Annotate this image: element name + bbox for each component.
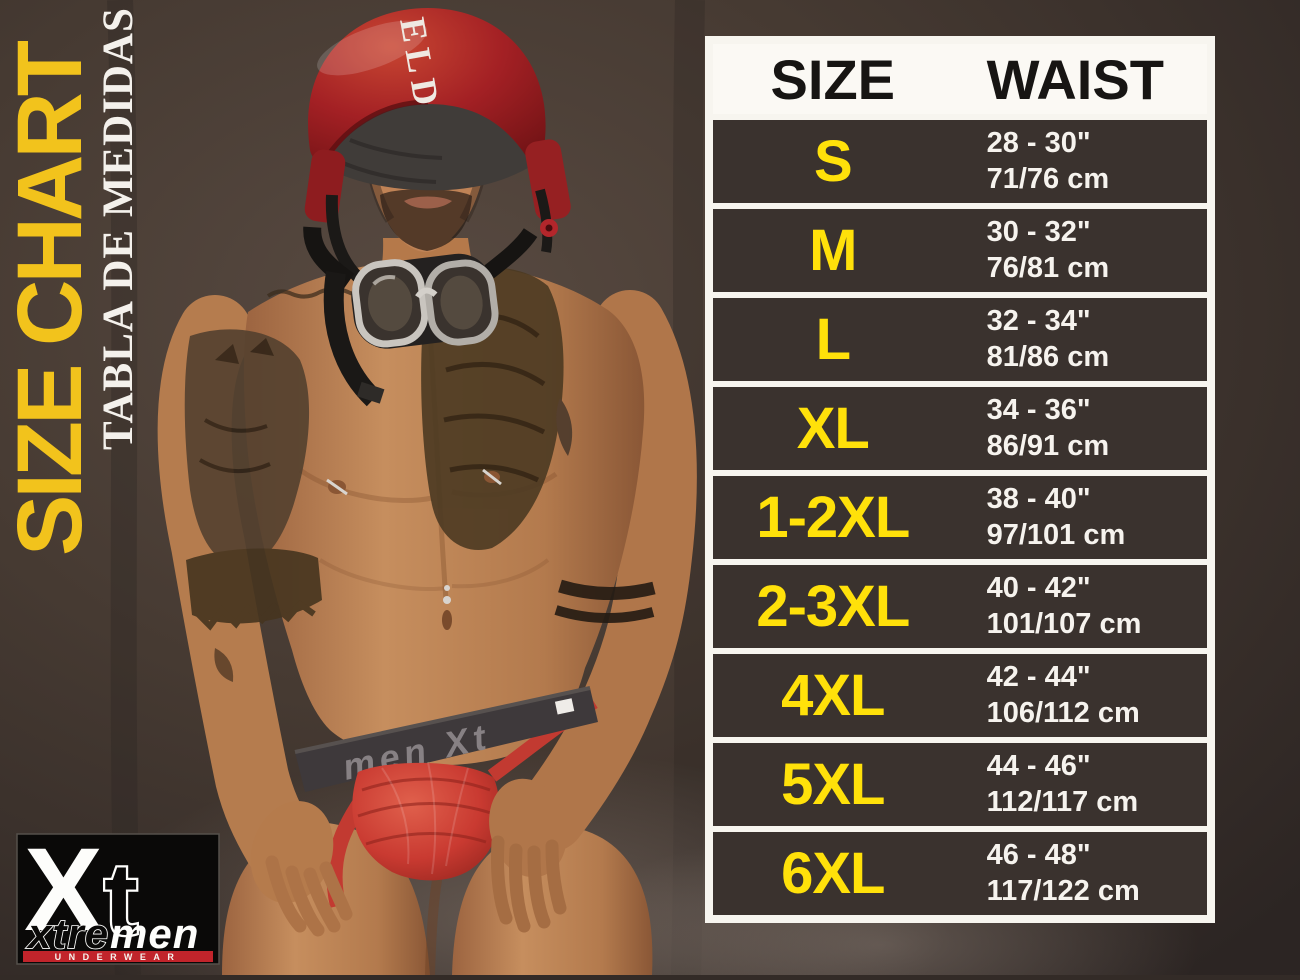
table-row: L 32 - 34" 81/86 cm bbox=[713, 298, 1207, 381]
waist-inches: 42 - 44" bbox=[986, 661, 1091, 694]
waist-cm: 112/117 cm bbox=[986, 785, 1139, 818]
logo-monogram-x: X bbox=[24, 833, 103, 956]
waist-cm: 81/86 cm bbox=[986, 340, 1110, 373]
tattoos bbox=[184, 267, 656, 682]
size-label: 2-3XL bbox=[756, 574, 910, 639]
page-subtitle: TABLA DE MEDIDAS bbox=[95, 7, 142, 450]
waist-values: 46 - 48" 117/122 cm bbox=[953, 838, 1207, 909]
table-row: M 30 - 32" 76/81 cm bbox=[713, 209, 1207, 292]
brand-logo: X t xtre men UNDERWEAR bbox=[16, 824, 220, 970]
waist-cm: 117/122 cm bbox=[986, 874, 1140, 907]
waist-cm: 86/91 cm bbox=[986, 429, 1110, 462]
waist-cm: 97/101 cm bbox=[986, 518, 1126, 551]
waist-values: 42 - 44" 106/112 cm bbox=[953, 660, 1207, 731]
waist-inches: 34 - 36" bbox=[986, 394, 1091, 427]
size-label: S bbox=[813, 129, 853, 194]
helmet: ELD bbox=[304, 8, 571, 300]
size-label: 1-2XL bbox=[756, 485, 910, 550]
table-row: 5XL 44 - 46" 112/117 cm bbox=[713, 743, 1207, 826]
hands bbox=[250, 778, 567, 937]
waist-cm: 71/76 cm bbox=[986, 162, 1110, 195]
waist-inches: 32 - 34" bbox=[986, 305, 1091, 338]
size-label: L bbox=[815, 307, 851, 372]
size-label: 4XL bbox=[781, 663, 885, 728]
waist-inches: 28 - 30" bbox=[986, 127, 1091, 160]
page-title: SIZE CHART bbox=[0, 44, 101, 556]
waist-inches: 46 - 48" bbox=[986, 839, 1091, 872]
waist-values: 40 - 42" 101/107 cm bbox=[953, 571, 1207, 642]
table-row: 1-2XL 38 - 40" 97/101 cm bbox=[713, 476, 1207, 559]
waist-cm: 101/107 cm bbox=[986, 607, 1142, 640]
model: ELD men Xt bbox=[157, 8, 697, 976]
logo-background bbox=[16, 833, 220, 965]
size-chart-table: SIZE WAIST S 28 - 30" 71/76 cm M 30 - 32… bbox=[705, 36, 1215, 923]
size-label: 6XL bbox=[781, 841, 885, 906]
waist-values: 34 - 36" 86/91 cm bbox=[953, 393, 1207, 464]
table-row: 2-3XL 40 - 42" 101/107 cm bbox=[713, 565, 1207, 648]
waist-values: 38 - 40" 97/101 cm bbox=[953, 482, 1207, 553]
waist-values: 30 - 32" 76/81 cm bbox=[953, 215, 1207, 286]
logo-banner bbox=[23, 951, 213, 962]
table-row: 6XL 46 - 48" 117/122 cm bbox=[713, 832, 1207, 915]
logo-monogram-t: t bbox=[104, 842, 138, 956]
waist-inches: 44 - 46" bbox=[986, 750, 1091, 783]
waist-values: 44 - 46" 112/117 cm bbox=[953, 749, 1207, 820]
size-label: M bbox=[809, 218, 857, 283]
waist-values: 28 - 30" 71/76 cm bbox=[953, 126, 1207, 197]
waist-inches: 38 - 40" bbox=[986, 483, 1091, 516]
table-row: S 28 - 30" 71/76 cm bbox=[713, 120, 1207, 203]
logo-wordmark-outline: xtre bbox=[26, 910, 109, 957]
column-header-waist: WAIST bbox=[986, 47, 1164, 111]
logo-wordmark-solid: men bbox=[110, 910, 199, 957]
size-label: XL bbox=[796, 396, 870, 461]
waist-inches: 30 - 32" bbox=[986, 216, 1091, 249]
size-label: 5XL bbox=[781, 752, 885, 817]
table-row: 4XL 42 - 44" 106/112 cm bbox=[713, 654, 1207, 737]
table-row: XL 34 - 36" 86/91 cm bbox=[713, 387, 1207, 470]
waist-values: 32 - 34" 81/86 cm bbox=[953, 304, 1207, 375]
jockstrap: men Xt bbox=[294, 686, 598, 908]
waist-cm: 76/81 cm bbox=[986, 251, 1110, 284]
waist-cm: 106/112 cm bbox=[986, 696, 1140, 729]
waist-inches: 40 - 42" bbox=[986, 572, 1091, 605]
logo-banner-text: UNDERWEAR bbox=[55, 952, 182, 962]
column-header-size: SIZE bbox=[770, 47, 896, 111]
table-header-row: SIZE WAIST bbox=[713, 44, 1207, 114]
goggles bbox=[303, 226, 538, 407]
